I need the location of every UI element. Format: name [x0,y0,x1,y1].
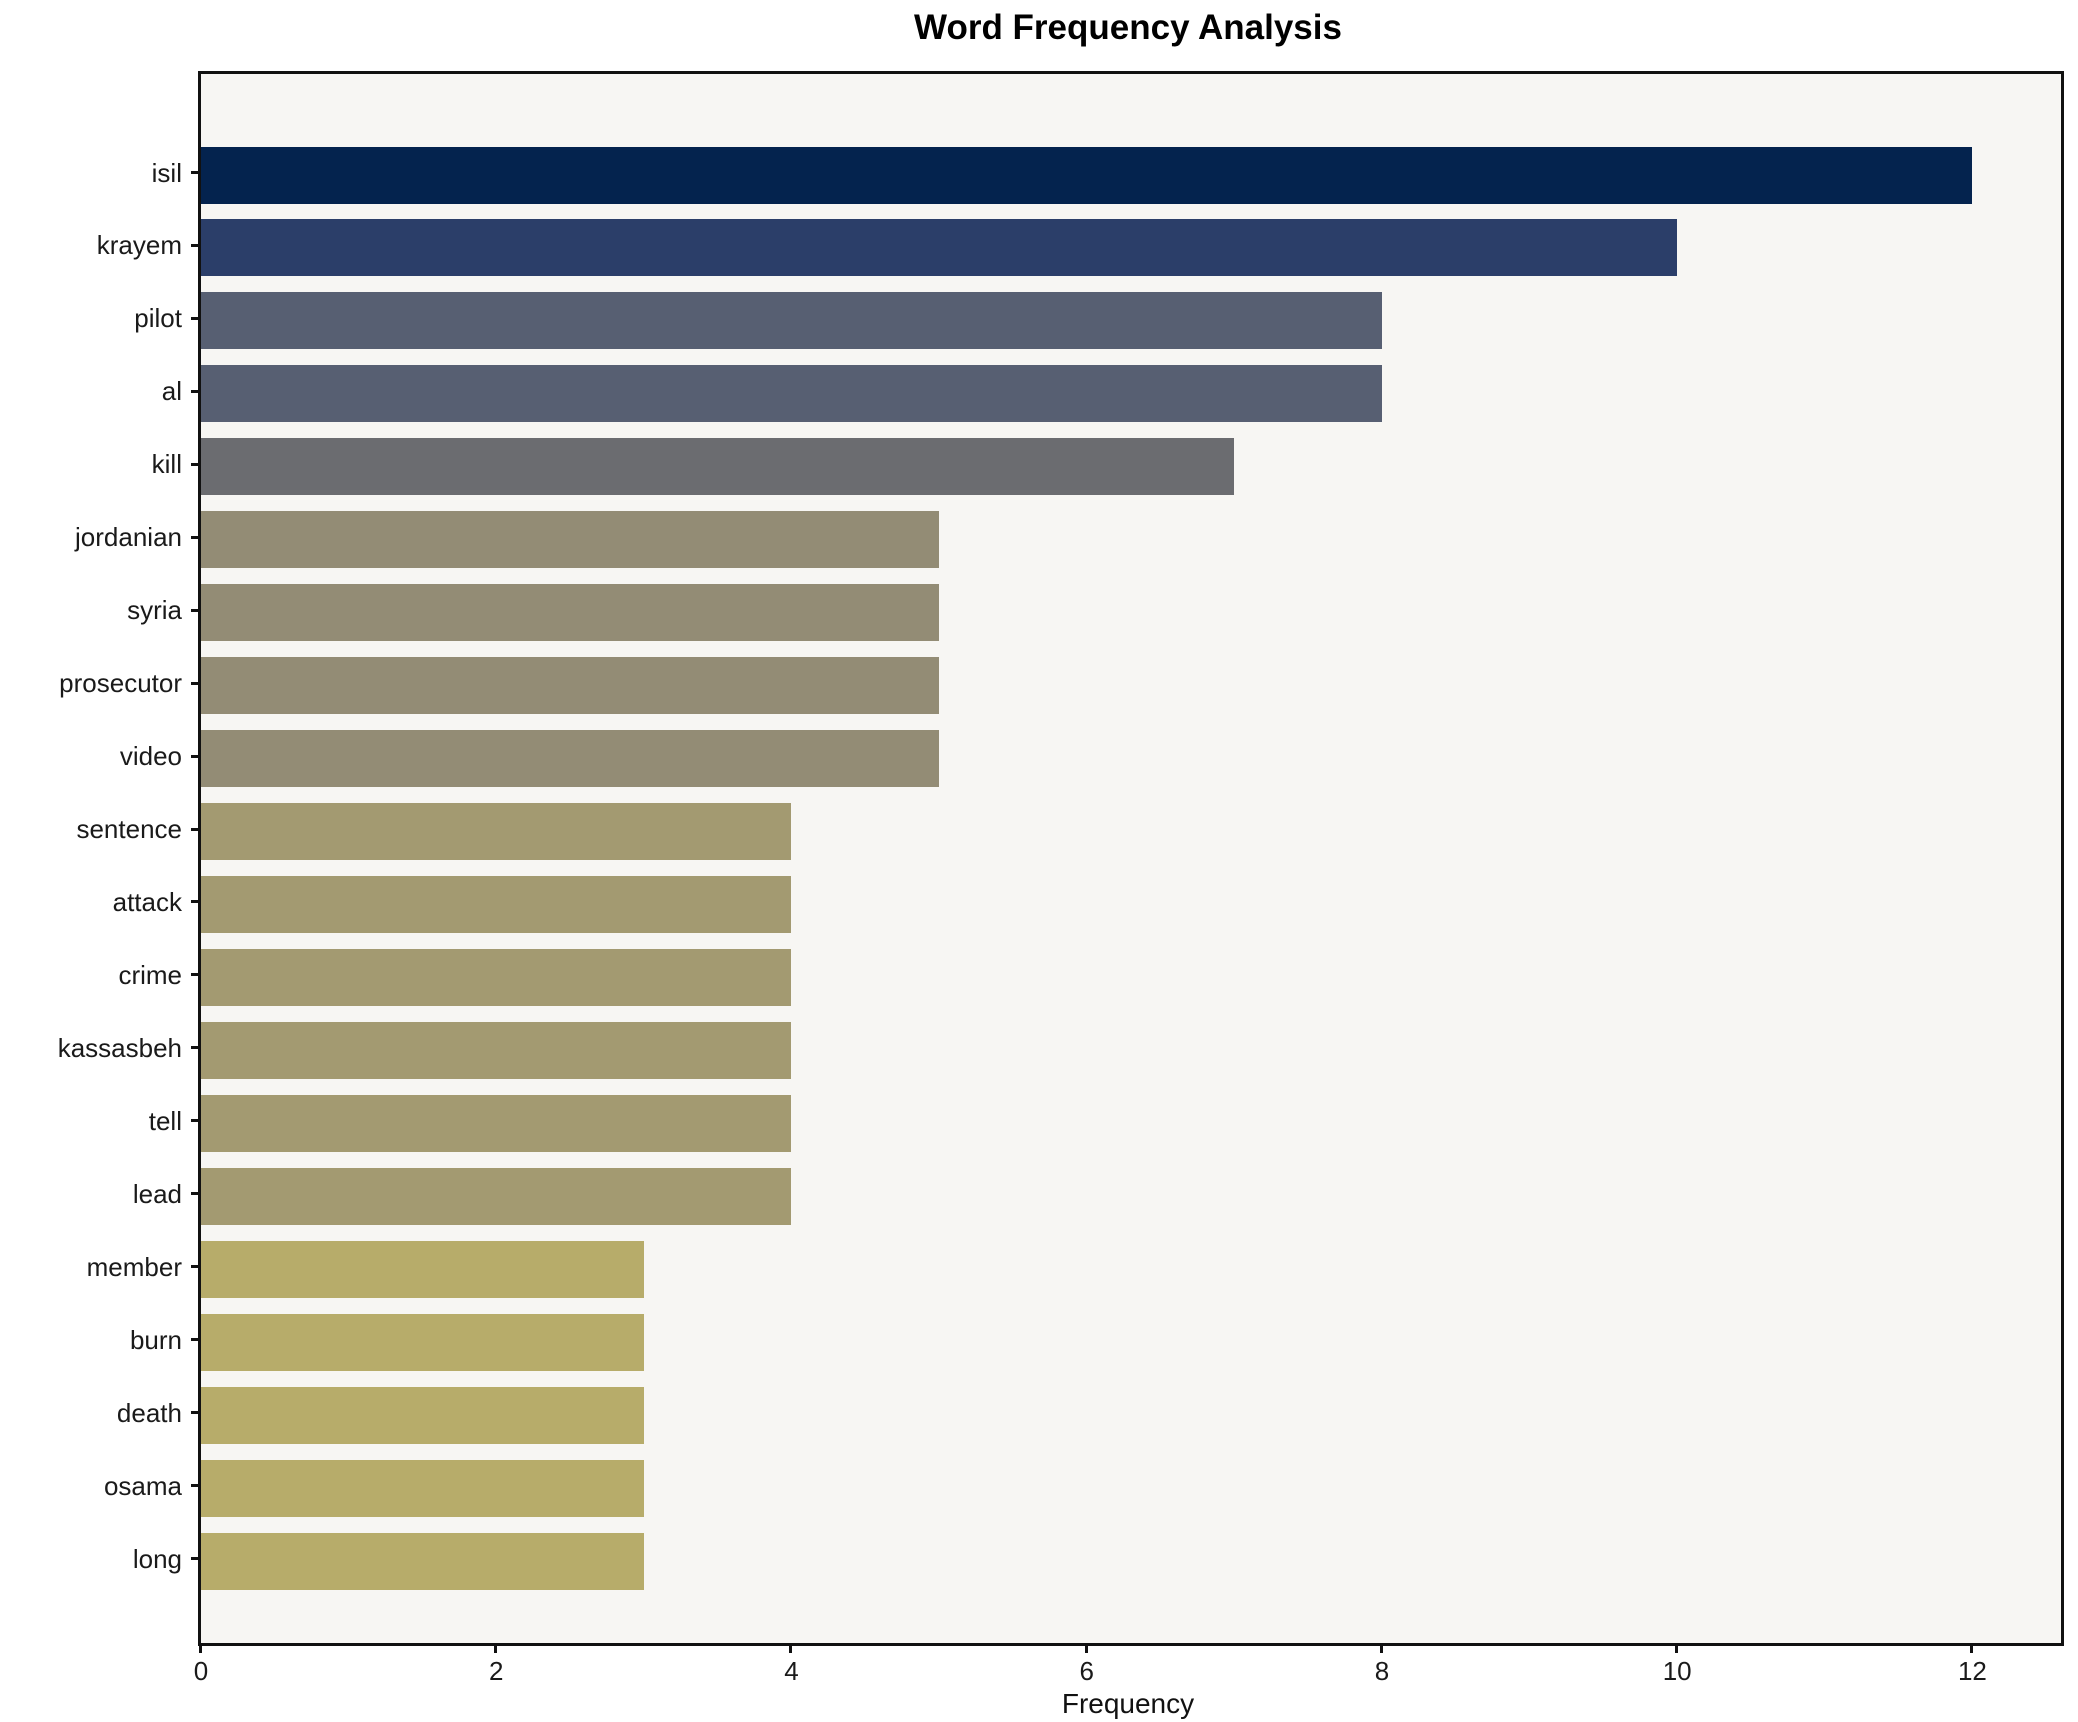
y-tick-label-syria: syria [127,595,182,626]
bar-syria [201,584,940,642]
y-tick-label-burn: burn [129,1324,182,1355]
bar-death [201,1386,644,1444]
bar-crime [201,948,792,1006]
y-tick-mark [191,900,201,904]
x-axis-title: Frequency [1061,1688,1195,1719]
y-tick-mark [191,171,201,174]
y-tick-mark [191,389,201,393]
bar-burn [201,1313,644,1371]
bar-sentence [201,803,792,861]
y-tick-label-isil: isil [151,157,182,188]
bar-osama [201,1459,644,1517]
y-tick-label-crime: crime [118,959,182,990]
bar-video [201,730,940,788]
y-tick-label-jordanian: jordanian [75,522,182,553]
y-tick-label-kassasbeh: kassasbeh [57,1032,182,1063]
x-tick-label-0: 0 [193,1656,209,1686]
x-tick-mark [494,1643,498,1653]
y-tick-mark [191,973,201,977]
plot-area [198,71,2064,1646]
x-tick-label-12: 12 [1957,1656,1987,1686]
y-tick-mark [191,608,201,612]
y-tick-label-member: member [86,1251,182,1282]
y-tick-mark [191,1265,201,1269]
x-tick-mark [1379,1643,1383,1653]
chart-title: Word Frequency Analysis [914,8,1342,47]
x-tick-mark [1084,1643,1088,1653]
y-tick-label-long: long [132,1543,182,1574]
y-tick-mark [191,462,201,466]
y-tick-label-prosecutor: prosecutor [59,668,182,699]
y-tick-label-pilot: pilot [134,303,182,334]
bar-kill [201,438,1235,496]
bar-kassasbeh [201,1021,792,1079]
y-tick-mark [191,1557,201,1560]
bar-al [201,365,1382,423]
x-tick-mark [789,1643,793,1653]
bar-pilot [201,292,1382,350]
y-tick-label-osama: osama [103,1470,182,1501]
y-tick-mark [191,1046,201,1050]
x-tick-label-10: 10 [1662,1656,1692,1686]
y-tick-label-attack: attack [112,886,182,917]
y-tick-label-tell: tell [148,1105,182,1136]
y-tick-label-sentence: sentence [76,814,182,845]
y-tick-mark [191,1192,201,1196]
y-tick-mark [191,1484,201,1488]
bar-prosecutor [201,657,940,715]
y-tick-mark [191,316,201,320]
y-tick-mark [191,754,201,758]
x-tick-label-4: 4 [784,1656,799,1686]
x-tick-mark [199,1643,202,1653]
bar-jordanian [201,511,940,569]
bar-tell [201,1094,792,1152]
y-tick-label-video: video [119,741,182,772]
y-tick-mark [191,243,201,247]
x-tick-mark [1675,1643,1679,1653]
y-tick-mark [191,681,201,685]
bar-lead [201,1167,792,1225]
y-tick-mark [191,827,201,831]
y-tick-label-krayem: krayem [96,230,182,261]
x-tick-label-6: 6 [1079,1656,1094,1686]
y-tick-mark [191,1411,201,1415]
y-tick-mark [191,1119,201,1123]
y-tick-mark [191,535,201,539]
y-tick-label-al: al [161,376,182,407]
y-tick-mark [191,1338,201,1342]
x-tick-label-8: 8 [1374,1656,1390,1686]
y-tick-label-death: death [116,1397,182,1428]
bar-isil [201,146,1973,204]
y-tick-label-kill: kill [151,449,182,480]
bar-member [201,1240,644,1298]
y-tick-label-lead: lead [132,1178,182,1209]
x-tick-mark [1970,1643,1974,1653]
bar-attack [201,875,792,933]
bar-krayem [201,219,1678,277]
x-tick-label-2: 2 [489,1656,504,1686]
bar-long [201,1532,644,1590]
